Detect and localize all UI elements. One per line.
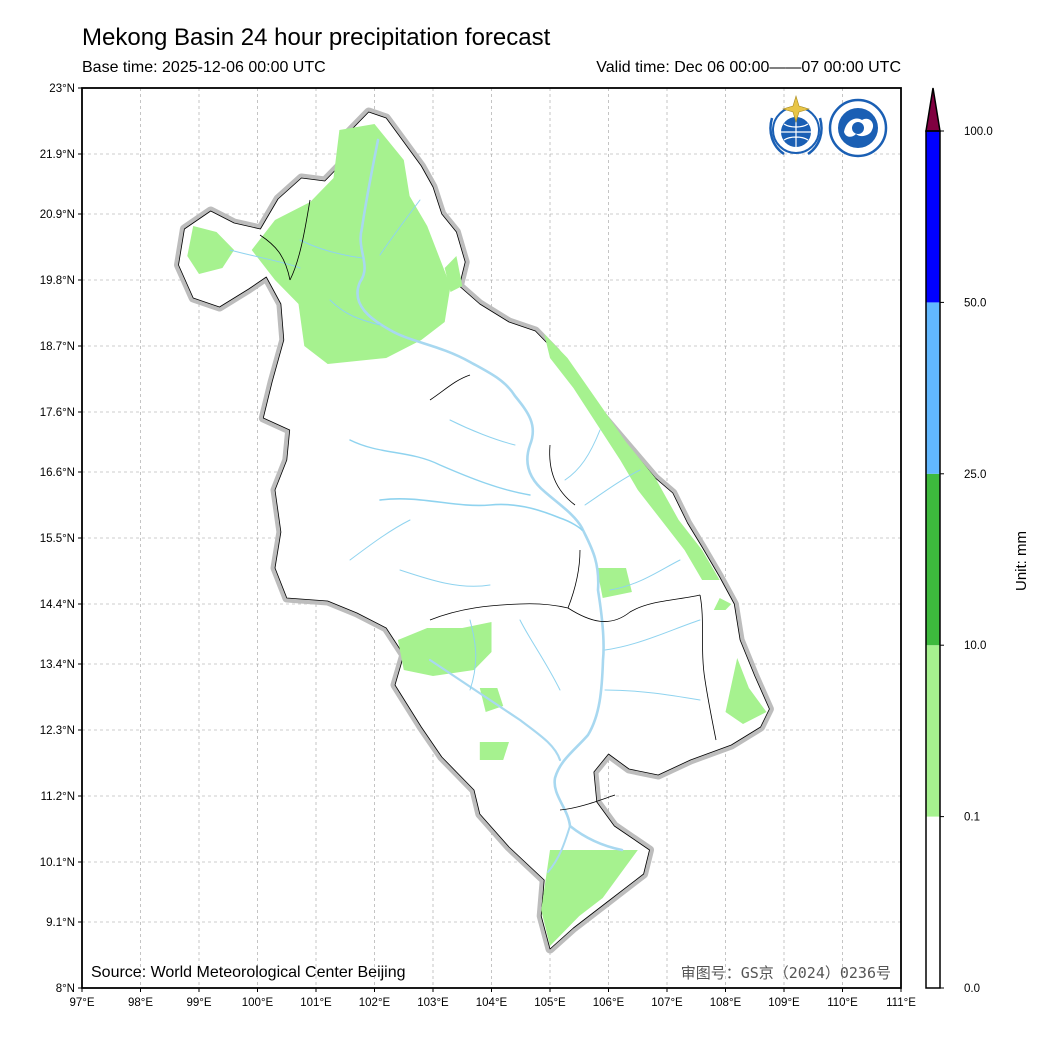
lon-tick-label: 111°E: [886, 997, 916, 1009]
colorbar-extend-arrow: [925, 87, 941, 132]
tributary: [449, 419, 516, 446]
mekong-main-stem: [356, 138, 624, 852]
mun-river: [379, 498, 583, 531]
tributary: [399, 569, 491, 587]
lon-tick-label: 99°E: [186, 997, 211, 1009]
lat-tick-label: 9.1°N: [46, 917, 75, 929]
lat-tick-label: 17.6°N: [40, 407, 75, 419]
colorbar-tick-label: 0.0: [964, 983, 980, 995]
border-line: [567, 549, 581, 609]
tributary: [584, 469, 641, 506]
tonle-sap: [428, 658, 562, 762]
lat-tick-label: 8°N: [56, 983, 75, 995]
tributary: [379, 199, 421, 256]
lon-tick-label: 108°E: [710, 997, 742, 1009]
precip-area-0.1-10: [397, 622, 492, 676]
border-line: [549, 444, 576, 506]
colorbar-tick-label: 10.0: [964, 640, 986, 652]
map-title: Mekong Basin 24 hour precipitation forec…: [82, 24, 551, 51]
lon-tick-label: 107°E: [651, 997, 683, 1009]
tributary: [329, 299, 381, 326]
wmo-logo-laurels: [769, 117, 823, 156]
mekong-delta-branch: [547, 825, 571, 873]
lon-tick-label: 100°E: [242, 997, 274, 1009]
lat-tick-label: 18.7°N: [40, 341, 75, 353]
precip-area-0.1-10: [544, 334, 720, 580]
lat-tick-label: 14.4°N: [40, 599, 75, 611]
cma-logo: [828, 98, 888, 158]
lon-tick-label: 102°E: [359, 997, 391, 1009]
border-line: [567, 594, 701, 622]
tributary: [519, 619, 561, 691]
chi-river: [349, 439, 531, 496]
border-line: [429, 374, 471, 401]
valid-time: Valid time: Dec 06 00:00——07 00:00 UTC: [596, 59, 901, 76]
lon-tick-label: 98°E: [128, 997, 153, 1009]
colorbar-segment: [926, 473, 940, 646]
cma-logo-swirl: [852, 122, 864, 134]
precip-area-0.1-10: [596, 568, 632, 598]
source-text: Source: World Meteorological Center Beij…: [91, 964, 406, 981]
lat-tick-label: 11.2°N: [41, 791, 75, 803]
precip-area-0.1-10: [444, 256, 463, 292]
lon-tick-label: 104°E: [476, 997, 508, 1009]
tributary: [609, 559, 681, 591]
colorbar-tick-label: 25.0: [964, 469, 986, 481]
colorbar-segment: [926, 302, 940, 474]
lat-tick-label: 20.9°N: [40, 209, 75, 221]
precip-area-0.1-10: [251, 124, 451, 364]
lat-tick-label: 21.9°N: [40, 149, 75, 161]
precip-area-0.1-10: [541, 850, 638, 946]
wmo-logo-star: [781, 94, 811, 124]
tributary: [299, 239, 363, 259]
tributary: [469, 619, 477, 691]
colorbar-unit-label: Unit: mm: [1013, 531, 1030, 591]
precip-area-0.1-10: [479, 742, 509, 760]
lat-tick-label: 12.3°N: [40, 725, 75, 737]
lat-tick-label: 19.8°N: [40, 275, 75, 287]
lat-tick-label: 10.1°N: [40, 857, 75, 869]
border-line: [259, 234, 291, 281]
lat-tick-label: 23°N: [49, 83, 75, 95]
precip-area-0.1-10: [187, 226, 235, 274]
lon-tick-label: 97°E: [69, 997, 94, 1009]
colorbar-tick-label: 0.1: [964, 812, 980, 824]
base-time: Base time: 2025-12-06 00:00 UTC: [82, 59, 326, 76]
colorbar-segment: [926, 816, 940, 988]
country-borders: [259, 199, 717, 811]
lon-tick-label: 105°E: [534, 997, 566, 1009]
colorbar-segment: [926, 131, 940, 303]
colorbar-frame: [925, 130, 941, 989]
lon-tick-label: 101°E: [300, 997, 332, 1009]
wmo-logo: [769, 94, 823, 156]
precipitation-colorbar: 0.0 0.1 10.0 25.0 50.0 100.0: [925, 87, 993, 995]
precip-area-0.1-10: [713, 598, 732, 610]
colorbar-segment: [926, 645, 940, 817]
colorbar-tick-label: 50.0: [964, 297, 986, 309]
border-line: [559, 794, 616, 811]
border-line: [429, 603, 569, 621]
lon-tick-label: 110°E: [827, 997, 858, 1009]
tributary: [349, 519, 411, 561]
wmo-logo-grid: [781, 117, 811, 147]
tributary: [564, 429, 601, 481]
border-line: [289, 199, 311, 281]
precip-area-0.1-10: [725, 658, 767, 724]
lon-tick-label: 109°E: [768, 997, 800, 1009]
lat-tick-label: 13.4°N: [40, 659, 75, 671]
map-approval-number: 审图号：GS京（2024）0236号: [681, 964, 891, 982]
axis-ticks: 97°E 98°E 99°E 100°E 101°E 102°E 103°E 104°E 105…: [40, 83, 917, 1009]
lat-tick-label: 16.6°N: [40, 467, 75, 479]
tributary: [604, 689, 701, 701]
border-line: [699, 594, 717, 741]
river-network: [229, 138, 701, 873]
lat-tick-label: 15.5°N: [40, 533, 75, 545]
tributary: [604, 619, 701, 651]
lon-tick-label: 103°E: [417, 997, 449, 1009]
colorbar-tick-label: 100.0: [964, 126, 993, 138]
lon-tick-label: 106°E: [593, 997, 625, 1009]
